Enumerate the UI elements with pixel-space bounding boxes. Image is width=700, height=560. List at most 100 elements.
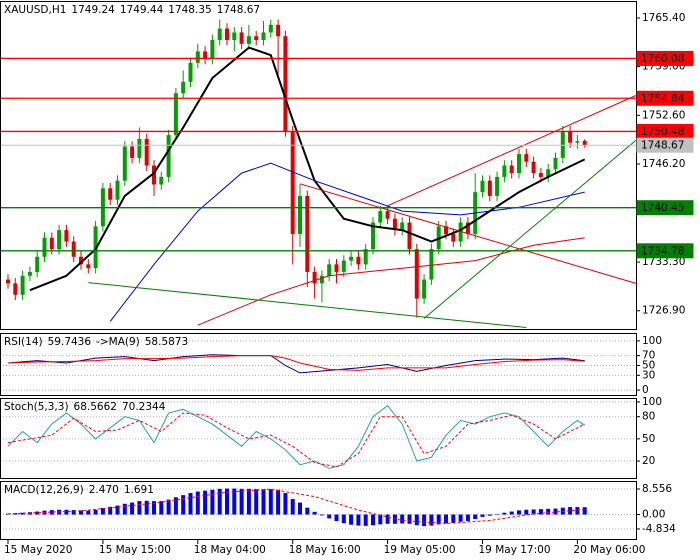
y-tick-label: 80 [642, 411, 655, 423]
price-label: 1760.08 [641, 53, 684, 65]
macd-bar [283, 493, 288, 515]
header-part: RSI(14) [4, 336, 43, 348]
candle-body [86, 264, 91, 269]
indicator-line [197, 237, 585, 326]
axes: 1765.401759.001752.601746.201733.301726.… [4, 12, 685, 556]
header-part: 1749.44 [120, 4, 164, 16]
candle-body [356, 256, 361, 265]
indicator-line [88, 282, 527, 328]
candle-body [524, 154, 529, 162]
candle-body [378, 211, 383, 223]
macd-bar [378, 514, 383, 525]
candle-body [79, 256, 83, 265]
candle-body [261, 32, 266, 41]
candle-body [553, 157, 558, 170]
macd-bar [582, 507, 587, 515]
price-label: 1750.48 [641, 126, 684, 138]
macd-bar [414, 514, 419, 526]
candle-body [319, 275, 324, 284]
candle-body [283, 36, 288, 132]
header-part: 70.2344 [122, 401, 166, 413]
macd-bar [436, 514, 441, 525]
header-part: 1748.35 [168, 4, 211, 16]
macd-bar [115, 505, 120, 515]
y-tick-label: 8.556 [642, 483, 672, 495]
candle-body [159, 176, 164, 185]
candle-body [203, 51, 208, 60]
candle-body [188, 62, 193, 82]
price-label: 1740.45 [641, 202, 684, 214]
panel-header: RSI(14) 59.7436 ->MA(9) 58.5873 [4, 336, 188, 348]
macd-bar [451, 514, 456, 523]
candle-body [444, 226, 448, 234]
candle-body [392, 218, 397, 231]
macd-bar [217, 488, 222, 515]
candle-body [349, 256, 354, 261]
candle-body [49, 237, 54, 250]
candle-body [495, 176, 500, 196]
candle-body [166, 135, 171, 177]
y-tick-label: 30 [642, 369, 655, 381]
candle-body [57, 230, 62, 250]
macd-bar [473, 514, 478, 520]
rsi-panel [1, 340, 636, 391]
macd-bar [546, 508, 551, 515]
candle-body [334, 264, 339, 272]
candle-body [538, 173, 543, 177]
macd-bar [181, 495, 186, 515]
candle-body [232, 32, 237, 41]
price-label: 1754.84 [641, 93, 685, 105]
macd-bar [166, 499, 171, 515]
x-tick-label: 15 May 15:00 [99, 544, 171, 556]
macd-bar [49, 510, 54, 515]
indicator-line [7, 488, 585, 525]
macd-bar [71, 510, 76, 515]
macd-bar [349, 514, 354, 525]
header-part: 1748.67 [217, 4, 260, 16]
indicator-line [299, 183, 636, 284]
indicator-line [7, 355, 585, 371]
candle-body [115, 180, 120, 200]
header-part: 2.470 [89, 484, 119, 496]
macd-bar [422, 514, 427, 527]
macd-bar [407, 514, 412, 524]
candle-body [246, 36, 251, 44]
macd-bar [152, 501, 156, 515]
panel-frame [0, 398, 637, 479]
candle-body [517, 154, 521, 174]
candle-body [268, 24, 273, 33]
macd-bar [130, 502, 135, 515]
panel-frame [0, 481, 637, 540]
overlay-labels: 1760.08 1754.84 1750.48 1740.45 1734.78 1748.… [4, 4, 694, 496]
y-tick-label: 1752.60 [642, 109, 685, 121]
macd-bar [553, 508, 558, 515]
candle-body [130, 146, 135, 158]
candle-body [305, 195, 310, 272]
price-label-box [636, 243, 694, 259]
macd-bar [276, 489, 281, 515]
y-tick-label: 100 [642, 396, 662, 408]
macd-bar [122, 503, 127, 515]
header-part: XAUUSD,H1 [4, 4, 66, 16]
macd-bar [568, 507, 573, 515]
macd-bar [290, 499, 295, 515]
candle-body [422, 279, 427, 299]
candle-body [290, 131, 295, 234]
indicator-line [387, 95, 636, 207]
macd-bar [363, 514, 368, 526]
macd-bar [444, 514, 448, 524]
candle-body [414, 249, 419, 299]
y-tick-label: 50 [642, 359, 655, 371]
macd-bar [108, 506, 113, 515]
y-tick-label: 20 [642, 455, 655, 467]
price-label-box [636, 50, 694, 66]
candle-body [546, 169, 551, 177]
macd-bar [144, 500, 149, 515]
macd-bar [341, 514, 346, 524]
candle-body [173, 93, 178, 136]
candle-body [509, 165, 514, 174]
macd-bar [159, 501, 164, 515]
macd-bar [480, 514, 485, 517]
indicator-line [7, 404, 585, 469]
